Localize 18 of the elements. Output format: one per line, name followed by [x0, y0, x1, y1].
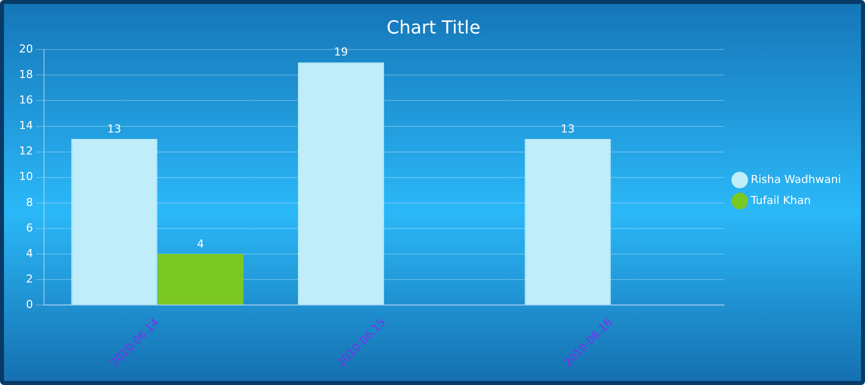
y-tick-label: 18 — [18, 68, 33, 82]
data-label: 13 — [560, 122, 575, 136]
y-tick-label: 2 — [26, 272, 33, 286]
y-tick-label: 6 — [26, 221, 33, 234]
legend-label: Tufail Khan — [750, 194, 811, 207]
legend-label: Risha Wadhwani — [750, 172, 842, 186]
y-tick-label: 4 — [26, 246, 33, 260]
chart-title: Chart Title — [386, 17, 480, 38]
y-tick-label: 16 — [18, 94, 33, 107]
y-tick-label: 8 — [26, 196, 33, 209]
y-tick-label: 12 — [18, 144, 33, 158]
y-tick-label: 0 — [26, 298, 33, 311]
data-label: 4 — [196, 237, 204, 250]
y-tick-label: 10 — [18, 170, 33, 184]
y-tick-label: 20 — [18, 42, 33, 56]
y-tick-label: 14 — [18, 119, 33, 132]
data-label: 19 — [334, 46, 348, 59]
data-label: 13 — [107, 122, 122, 136]
